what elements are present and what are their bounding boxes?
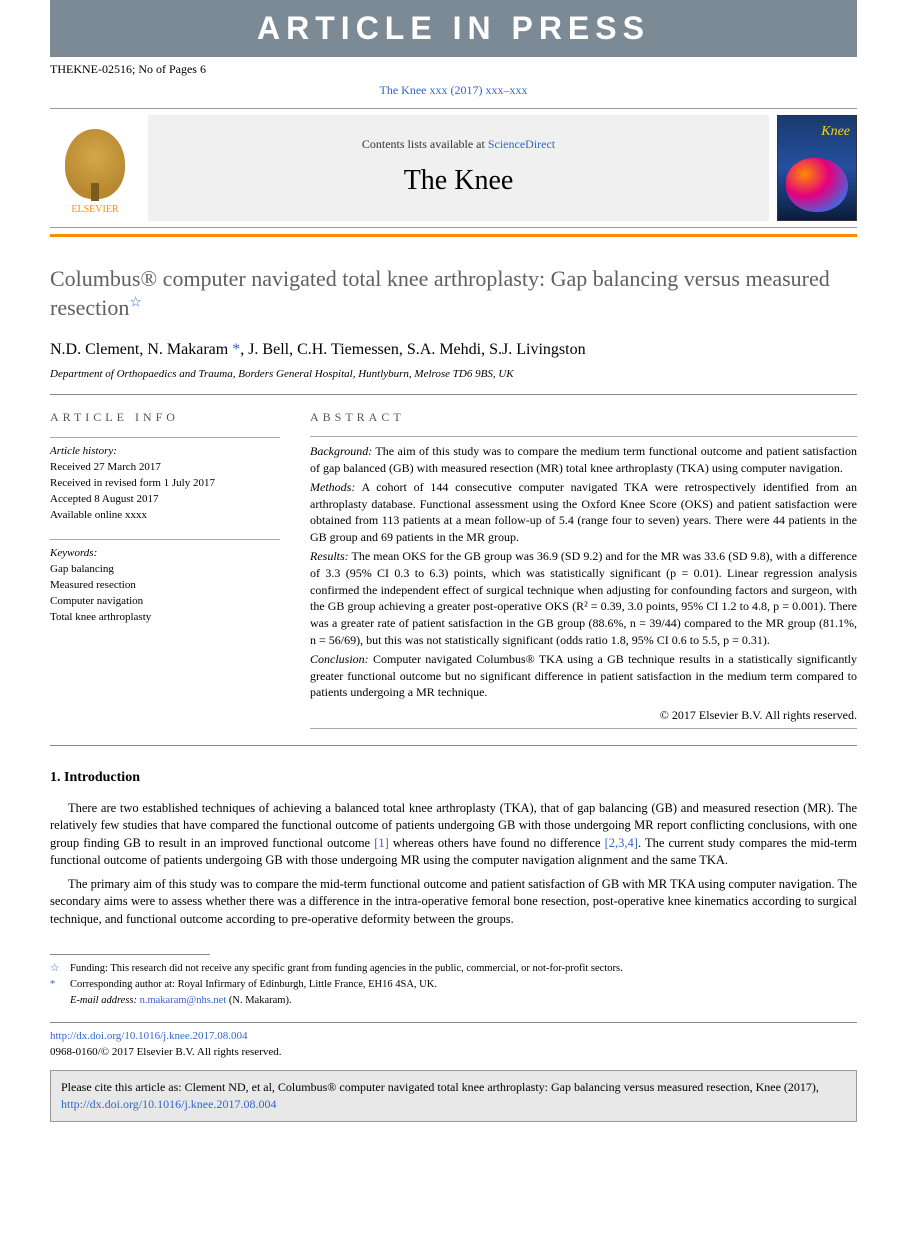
abstract-column: abstract Background: The aim of this stu… (310, 409, 857, 735)
funding-star-icon: ☆ (50, 961, 64, 977)
doi-block: http://dx.doi.org/10.1016/j.knee.2017.08… (0, 1023, 907, 1070)
keyword: Gap balancing (50, 562, 280, 578)
doi-link[interactable]: http://dx.doi.org/10.1016/j.knee.2017.08… (50, 1030, 247, 1042)
keyword: Total knee arthroplasty (50, 610, 280, 626)
author-list: N.D. Clement, N. Makaram *, J. Bell, C.H… (0, 329, 907, 367)
article-info-column: article info Article history: Received 2… (50, 409, 280, 735)
accepted-date: Accepted 8 August 2017 (50, 492, 280, 508)
article-info-heading: article info (50, 409, 280, 426)
publisher-name: ELSEVIER (71, 203, 118, 217)
keyword: Computer navigation (50, 594, 280, 610)
sub-divider (50, 539, 280, 540)
conclusion-text: Computer navigated Columbus® TKA using a… (310, 652, 857, 700)
intro-para-1: There are two established techniques of … (0, 800, 907, 876)
journal-reference: The Knee xxx (2017) xxx–xxx (0, 82, 907, 99)
title-text: Columbus® computer navigated total knee … (50, 266, 830, 320)
intro-para-2: The primary aim of this study was to com… (0, 876, 907, 935)
received-date: Received 27 March 2017 (50, 460, 280, 476)
abstract-body: Background: The aim of this study was to… (310, 443, 857, 701)
issn-copyright: 0968-0160/© 2017 Elsevier B.V. All right… (50, 1046, 282, 1058)
keywords-label: Keywords: (50, 546, 280, 562)
journal-cover-thumbnail[interactable] (777, 115, 857, 221)
article-in-press-banner: ARTICLE IN PRESS (50, 0, 857, 57)
article-history-label: Article history: (50, 444, 280, 460)
author: S.J. Livingston (489, 341, 585, 358)
sub-divider (310, 436, 857, 437)
manuscript-id: THEKNE-02516; No of Pages 6 (0, 61, 907, 82)
journal-header: ELSEVIER Contents lists available at Sci… (50, 108, 857, 228)
citation-doi-link[interactable]: http://dx.doi.org/10.1016/j.knee.2017.08… (61, 1097, 276, 1111)
abstract-copyright: © 2017 Elsevier B.V. All rights reserved… (310, 707, 857, 724)
background-label: Background: (310, 444, 372, 458)
keyword: Measured resection (50, 578, 280, 594)
methods-label: Methods: (310, 480, 355, 494)
info-abstract-row: article info Article history: Received 2… (0, 395, 907, 745)
results-text: The mean OKS for the GB group was 36.9 (… (310, 549, 857, 647)
sub-divider (50, 437, 280, 438)
para-text: whereas others have found no difference (389, 836, 605, 850)
article-title: Columbus® computer navigated total knee … (0, 265, 907, 328)
email-label: E-mail address: (70, 995, 137, 1006)
orange-divider (50, 234, 857, 237)
corresponding-author-marker[interactable]: * (232, 341, 240, 358)
blank-marker (50, 993, 64, 1009)
author: C.H. Tiemessen (297, 341, 399, 358)
citation-text: Please cite this article as: Clement ND,… (61, 1080, 819, 1094)
conclusion-label: Conclusion: (310, 652, 369, 666)
abstract-heading: abstract (310, 409, 857, 426)
author: J. Bell (248, 341, 289, 358)
section-1-heading: 1. Introduction (0, 746, 907, 800)
author: N. Makaram (147, 341, 228, 358)
author: N.D. Clement (50, 341, 139, 358)
affiliation: Department of Orthopaedics and Trauma, B… (0, 367, 907, 394)
funding-star-icon: ☆ (129, 296, 142, 311)
elsevier-logo[interactable]: ELSEVIER (50, 115, 140, 221)
funding-note: Funding: This research did not receive a… (70, 961, 623, 977)
author: S.A. Mehdi (407, 341, 481, 358)
revised-date: Received in revised form 1 July 2017 (50, 476, 280, 492)
background-text: The aim of this study was to compare the… (310, 444, 857, 475)
online-date: Available online xxxx (50, 508, 280, 524)
citation-box: Please cite this article as: Clement ND,… (50, 1070, 857, 1122)
methods-text: A cohort of 144 consecutive computer nav… (310, 480, 857, 544)
email-suffix: (N. Makaram). (226, 995, 291, 1006)
sub-divider (310, 728, 857, 729)
corresponding-marker-icon: * (50, 977, 64, 993)
footnotes: ☆ Funding: This research did not receive… (0, 955, 907, 1022)
results-label: Results: (310, 549, 349, 563)
citation-link[interactable]: [2,3,4] (605, 836, 638, 850)
corresponding-author-note: Corresponding author at: Royal Infirmary… (70, 977, 437, 993)
sciencedirect-link[interactable]: ScienceDirect (488, 137, 555, 151)
contents-available-line: Contents lists available at ScienceDirec… (168, 136, 749, 153)
citation-link[interactable]: [1] (374, 836, 389, 850)
email-link[interactable]: n.makaram@nhs.net (140, 995, 227, 1006)
elsevier-tree-icon (65, 129, 125, 199)
contents-prefix: Contents lists available at (362, 137, 488, 151)
header-center: Contents lists available at ScienceDirec… (148, 115, 769, 221)
journal-name: The Knee (168, 161, 749, 200)
